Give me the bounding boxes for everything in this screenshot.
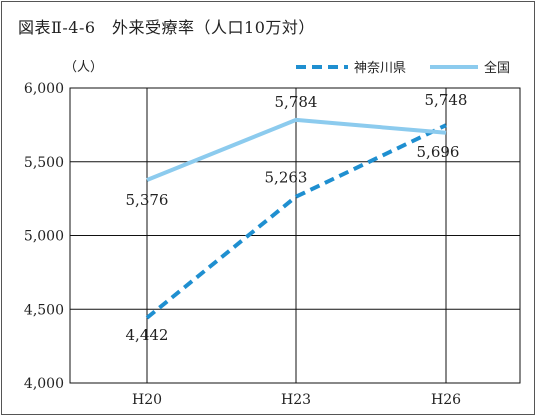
series-line-1 (146, 117, 447, 182)
data-label: 5,376 (126, 191, 169, 209)
chart-title: 図表Ⅱ-4-6 外来受療率（人口10万対） (18, 18, 315, 37)
y-tick-label: 5,000 (24, 229, 64, 245)
data-label: 5,696 (417, 143, 460, 161)
data-label: 5,263 (265, 169, 308, 187)
data-label: 5,784 (275, 93, 318, 111)
data-label: 4,442 (126, 326, 169, 344)
y-tick-label: 4,500 (24, 302, 64, 318)
y-tick-label: 5,500 (24, 155, 64, 171)
legend-label: 神奈川県 (354, 61, 406, 76)
y-unit-label: （人） (64, 60, 103, 75)
y-tick-label: 6,000 (24, 81, 64, 97)
x-tick-label: H23 (281, 392, 311, 408)
y-tick-label: 4,000 (24, 376, 64, 392)
x-tick-label: H20 (132, 392, 162, 408)
series-line-0 (145, 123, 447, 320)
x-tick-label: H26 (431, 392, 461, 408)
data-label: 5,748 (425, 91, 468, 109)
legend-label: 全国 (484, 60, 510, 76)
